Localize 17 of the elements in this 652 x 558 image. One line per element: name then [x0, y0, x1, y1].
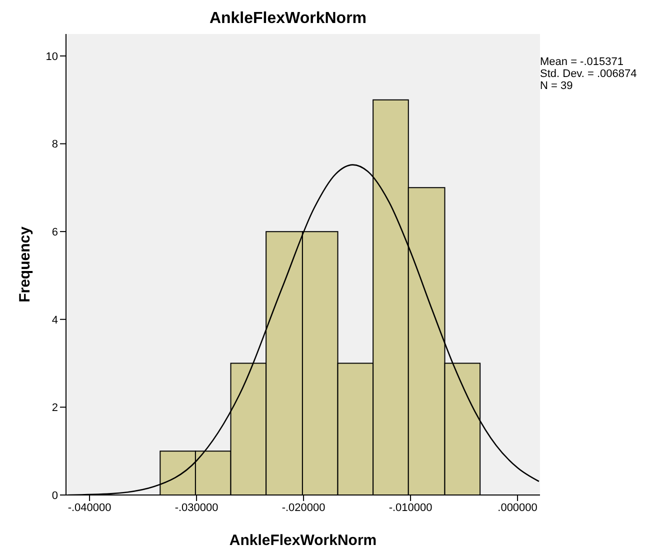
x-tick-label: -.040000 [68, 502, 112, 514]
x-tick-label: -.010000 [388, 502, 432, 514]
y-tick-label: 8 [52, 138, 58, 151]
y-axis-title: Frequency [16, 226, 34, 302]
x-tick-label: -.030000 [174, 502, 218, 514]
chart-title: AnkleFlexWorkNorm [208, 10, 368, 28]
x-tick-label: .000000 [498, 502, 538, 514]
annotation: Std. Dev. = .006874 [540, 68, 637, 80]
annotation: Mean = -.015371 [540, 56, 624, 68]
y-tick-label: 10 [46, 50, 58, 63]
annotation: N = 39 [540, 80, 574, 92]
x-tick-label: -.020000 [282, 502, 326, 514]
y-tick-label: 2 [52, 402, 58, 414]
y-tick-label: 0 [52, 490, 58, 502]
x-axis-title: AnkleFlexWorkNorm [229, 532, 377, 549]
y-tick-label: 4 [52, 314, 58, 326]
y-tick-label: 6 [52, 226, 58, 238]
